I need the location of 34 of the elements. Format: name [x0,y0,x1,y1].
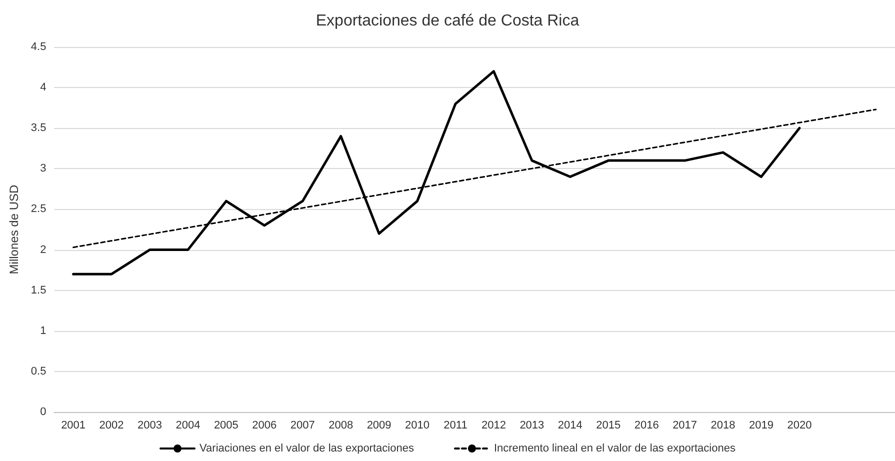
x-tick-label: 2008 [328,420,354,432]
legend-label: Variaciones en el valor de las exportaciones [200,442,414,454]
x-tick-label: 2012 [481,420,506,432]
x-tick-label: 2018 [710,420,736,432]
y-tick-label: 4.5 [30,41,46,53]
chart-title: Exportaciones de café de Costa Rica [316,12,580,30]
legend-label: Incremento lineal en el valor de las exportaciones [494,442,736,454]
y-tick-label: 2 [40,244,46,256]
x-tick-label: 2001 [61,420,86,432]
x-tick-label: 2004 [176,420,200,432]
x-tick-label: 2017 [672,420,698,432]
x-tick-label: 2007 [290,420,315,432]
y-tick-label: 1 [40,324,46,337]
y-tick-label: 3 [40,162,46,175]
x-tick-label: 2002 [99,420,124,432]
y-tick-label: 0.5 [30,365,46,378]
x-tick-label: 2006 [252,420,277,432]
x-tick-label: 2014 [558,420,582,432]
y-tick-label: 4 [40,82,46,94]
x-tick-label: 2011 [444,420,468,432]
y-tick-label: 0 [40,406,46,418]
x-tick-label: 2015 [596,420,621,432]
x-tick-label: 2005 [214,420,238,432]
y-axis-title: Millones de USD [7,184,21,274]
x-tick-label: 2003 [137,420,162,432]
x-tick-label: 2016 [634,420,659,432]
y-tick-label: 3.5 [30,122,46,134]
x-tick-label: 2013 [520,420,544,432]
y-tick-label: 1.5 [30,284,46,296]
x-tick-label: 2020 [787,420,812,432]
x-tick-label: 2010 [405,420,430,432]
y-tick-label: 2.5 [30,203,46,216]
x-tick-label: 2019 [748,420,774,432]
x-tick-label: 2009 [366,420,392,432]
